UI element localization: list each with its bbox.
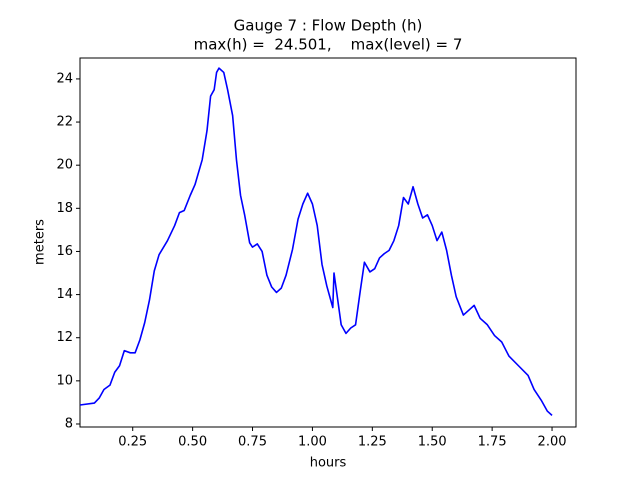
- x-tick-label: 0.75: [238, 435, 267, 450]
- data-line: [79, 67, 553, 416]
- y-tick-label: 14: [56, 287, 73, 302]
- y-tick-label: 12: [56, 330, 73, 345]
- y-tick-label: 16: [56, 244, 73, 259]
- chart-subtitle: max(h) = 24.501, max(level) = 7: [194, 36, 463, 54]
- x-tick-label: 2.00: [538, 435, 567, 450]
- axes-frame: [79, 57, 577, 428]
- x-axis-label: hours: [310, 456, 347, 471]
- y-tick-label: 22: [56, 115, 73, 130]
- y-tick-label: 18: [56, 201, 73, 216]
- x-tick-label: 1.50: [418, 435, 447, 450]
- y-tick-label: 8: [65, 416, 73, 431]
- x-tick-label: 1.25: [358, 435, 387, 450]
- y-tick-label: 20: [56, 158, 73, 173]
- y-tick-label: 10: [56, 373, 73, 388]
- chart-title: Gauge 7 : Flow Depth (h): [234, 17, 423, 35]
- x-tick-label: 1.00: [298, 435, 327, 450]
- y-tick-label: 24: [56, 71, 73, 86]
- y-axis-label: meters: [33, 219, 48, 265]
- x-tick-label: 0.25: [118, 435, 147, 450]
- x-tick-label: 0.50: [178, 435, 207, 450]
- x-tick-label: 1.75: [478, 435, 507, 450]
